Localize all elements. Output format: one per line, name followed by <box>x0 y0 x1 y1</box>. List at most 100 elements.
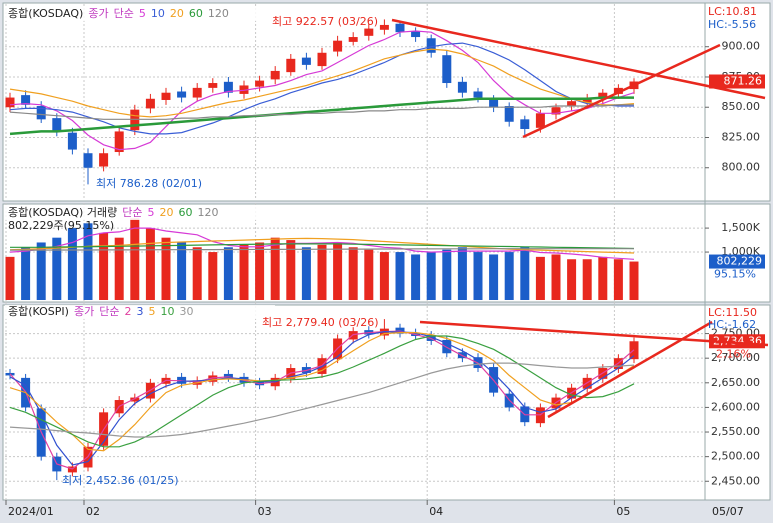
y-tick-label: 825.00 <box>722 130 761 143</box>
plot-layer: 800.00825.00850.00875.00900.00종합(KOSDAQ)… <box>5 4 765 518</box>
moving-average <box>9 330 635 470</box>
volume-bar <box>504 252 514 300</box>
legend-item: 2 <box>124 305 131 318</box>
volume-bar <box>317 244 327 300</box>
volume-bar <box>161 237 171 300</box>
candle-body <box>161 92 171 100</box>
candle-body <box>130 109 140 131</box>
lc-label: LC:11.50 <box>708 306 757 319</box>
candle-body <box>130 397 140 402</box>
volume-bar <box>301 247 311 300</box>
volume-bar <box>567 259 577 300</box>
legend-title: 종합(KOSPI) <box>8 305 69 318</box>
y-tick-label: 850.00 <box>722 100 761 113</box>
candle-body <box>457 81 467 93</box>
volume-bar <box>582 259 592 300</box>
volume-bar <box>286 240 296 300</box>
volume-bar <box>67 228 77 300</box>
candle-body <box>52 118 62 132</box>
hc-label: HC:-1.62 <box>708 318 756 331</box>
volume-bar <box>348 247 358 300</box>
candle-body <box>270 70 280 80</box>
x-tick-label: 05 <box>616 505 630 518</box>
legend-item: 10 <box>151 7 165 20</box>
legend-item: 60 <box>189 7 203 20</box>
volume-bar <box>613 259 623 300</box>
candle-body <box>99 153 109 167</box>
moving-average <box>9 335 635 448</box>
candle-body <box>473 91 483 98</box>
candle-body <box>177 91 187 98</box>
legend-bg <box>5 305 275 319</box>
candle-body <box>551 107 561 115</box>
candle-body <box>489 98 499 108</box>
legend-item: 5 <box>147 206 154 219</box>
legend-bg <box>5 7 275 21</box>
moving-average <box>9 227 635 260</box>
moving-average <box>9 96 634 136</box>
volume-bar <box>551 254 561 300</box>
moving-average <box>9 362 635 438</box>
candle-body <box>520 119 530 130</box>
legend-item: 30 <box>179 305 193 318</box>
candle-body <box>411 30 421 38</box>
candle-body <box>333 40 343 52</box>
y-tick-label: 2,450.00 <box>711 474 760 487</box>
volume-bar <box>270 237 280 300</box>
candle-body <box>114 131 124 153</box>
candle-body <box>223 373 233 378</box>
y-tick-label: 2,600.00 <box>711 400 760 413</box>
volume-pct: 95.15% <box>714 268 756 281</box>
candle-body <box>567 101 577 107</box>
candle-body <box>301 57 311 65</box>
volume-bar <box>52 237 62 300</box>
volume-bar <box>177 242 187 300</box>
candle-body <box>239 85 249 94</box>
candle-body <box>317 52 327 67</box>
candle-body <box>442 55 452 84</box>
legend-price: 종가 <box>88 7 108 20</box>
volume-bar <box>223 247 233 300</box>
volume-bar <box>395 252 405 300</box>
volume-bar <box>99 232 109 300</box>
legend-item: 60 <box>178 206 192 219</box>
legend-item: 5 <box>139 7 146 20</box>
x-tick-label: 2024/01 <box>8 505 54 518</box>
y-tick-label: 800.00 <box>722 161 761 174</box>
x-tick-label: 02 <box>86 505 100 518</box>
volume-bar <box>5 256 15 300</box>
volume-bar <box>333 242 343 300</box>
trend-line <box>547 320 713 419</box>
volume-bar <box>364 249 374 300</box>
y-tick-label: 2,700.00 <box>711 351 760 364</box>
candle-body <box>598 92 608 99</box>
volume-bar <box>426 252 436 300</box>
volume-bar <box>489 254 499 300</box>
candle-body <box>613 87 623 94</box>
moving-average <box>10 243 635 250</box>
volume-bar <box>83 223 93 300</box>
low-note: 최저 2,452.36 (01/25) <box>62 474 179 487</box>
volume-bar <box>21 247 31 300</box>
legend-item: 120 <box>208 7 229 20</box>
price-pct: 2.16% <box>716 347 751 360</box>
volume-bar <box>36 242 46 300</box>
high-note: 최고 922.57 (03/26) <box>272 15 378 28</box>
moving-average <box>9 332 635 452</box>
legend-ma: 단순 <box>122 206 142 219</box>
candle-body <box>145 98 155 109</box>
candle-body <box>348 37 358 42</box>
volume-bar <box>208 252 218 300</box>
volume-bar <box>442 249 452 300</box>
candle-body <box>83 153 93 168</box>
volume-note: 802,229주(95.15%) <box>8 219 114 232</box>
high-note: 최고 2,779.40 (03/26) <box>262 316 379 329</box>
candle-body <box>379 24 389 30</box>
candle-body <box>255 80 265 87</box>
legend-item: 20 <box>159 206 173 219</box>
candle-body <box>364 28 374 36</box>
x-end-label: 05/07 <box>712 505 744 518</box>
volume-tag: 802,229 <box>717 255 763 268</box>
